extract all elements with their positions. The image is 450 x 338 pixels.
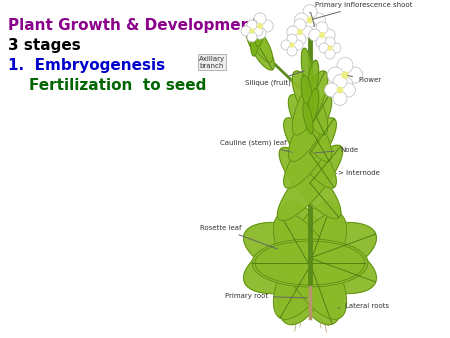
Text: Cauline (stem) leaf: Cauline (stem) leaf	[220, 140, 292, 152]
Circle shape	[342, 72, 348, 78]
Circle shape	[254, 27, 266, 39]
Polygon shape	[288, 95, 332, 162]
Circle shape	[247, 20, 259, 32]
Polygon shape	[292, 71, 328, 135]
Circle shape	[247, 32, 257, 42]
Text: 3 stages: 3 stages	[8, 38, 81, 53]
Polygon shape	[301, 75, 313, 111]
Polygon shape	[252, 239, 368, 287]
Text: Node: Node	[315, 147, 358, 153]
Polygon shape	[277, 201, 343, 325]
Circle shape	[337, 57, 353, 73]
Circle shape	[307, 17, 313, 23]
Circle shape	[287, 26, 299, 38]
Polygon shape	[307, 88, 319, 124]
Polygon shape	[292, 71, 328, 135]
Circle shape	[293, 40, 303, 50]
Circle shape	[346, 67, 363, 83]
Text: Fertilization  to seed: Fertilization to seed	[8, 78, 207, 93]
Circle shape	[328, 67, 343, 83]
Polygon shape	[284, 118, 336, 188]
Circle shape	[323, 29, 335, 41]
Circle shape	[303, 5, 317, 19]
Polygon shape	[246, 26, 274, 70]
Circle shape	[287, 46, 297, 56]
Text: Axillary
branch: Axillary branch	[199, 55, 225, 69]
Circle shape	[247, 20, 257, 30]
Polygon shape	[284, 118, 336, 188]
Polygon shape	[274, 213, 346, 319]
Text: Rosette leaf: Rosette leaf	[200, 225, 277, 249]
Circle shape	[316, 36, 328, 48]
Circle shape	[254, 13, 266, 25]
Text: Plant Growth & Development: Plant Growth & Development	[8, 18, 259, 33]
Text: Flower: Flower	[348, 76, 381, 83]
Polygon shape	[288, 95, 332, 162]
Polygon shape	[274, 213, 346, 319]
Text: > Internode: > Internode	[338, 170, 380, 176]
Circle shape	[257, 24, 262, 28]
Circle shape	[295, 13, 309, 27]
Text: Lateral roots: Lateral roots	[338, 303, 389, 309]
Circle shape	[333, 75, 347, 89]
Circle shape	[337, 87, 343, 93]
Text: 1.  Embryogenesis: 1. Embryogenesis	[8, 58, 165, 73]
Circle shape	[309, 29, 321, 41]
Circle shape	[319, 43, 329, 53]
Polygon shape	[277, 201, 343, 325]
Circle shape	[328, 46, 332, 50]
Polygon shape	[302, 48, 313, 88]
Polygon shape	[256, 21, 265, 47]
Circle shape	[325, 49, 335, 59]
Circle shape	[316, 22, 328, 34]
Circle shape	[261, 20, 273, 32]
Circle shape	[287, 34, 297, 44]
Text: Primary root: Primary root	[225, 293, 307, 299]
Circle shape	[294, 33, 306, 45]
Circle shape	[301, 26, 313, 38]
Circle shape	[241, 26, 251, 36]
Polygon shape	[277, 145, 342, 221]
Circle shape	[294, 19, 306, 31]
Circle shape	[290, 43, 294, 47]
Polygon shape	[243, 222, 377, 293]
Circle shape	[324, 83, 338, 97]
Polygon shape	[255, 241, 365, 285]
Circle shape	[337, 77, 353, 93]
Polygon shape	[279, 147, 341, 219]
Circle shape	[281, 40, 291, 50]
Polygon shape	[248, 24, 273, 62]
Circle shape	[253, 26, 263, 36]
Circle shape	[320, 32, 324, 38]
Polygon shape	[251, 28, 259, 56]
Circle shape	[325, 37, 335, 47]
Polygon shape	[243, 222, 377, 293]
Text: Primary inflorescence shoot: Primary inflorescence shoot	[310, 2, 412, 26]
Circle shape	[333, 91, 347, 105]
Polygon shape	[307, 60, 319, 100]
Circle shape	[297, 30, 302, 34]
Circle shape	[303, 21, 317, 35]
Circle shape	[311, 13, 325, 27]
Circle shape	[342, 83, 356, 97]
Circle shape	[331, 43, 341, 53]
Circle shape	[250, 29, 254, 33]
Polygon shape	[303, 102, 313, 134]
Text: Silique (fruit): Silique (fruit)	[245, 71, 304, 86]
